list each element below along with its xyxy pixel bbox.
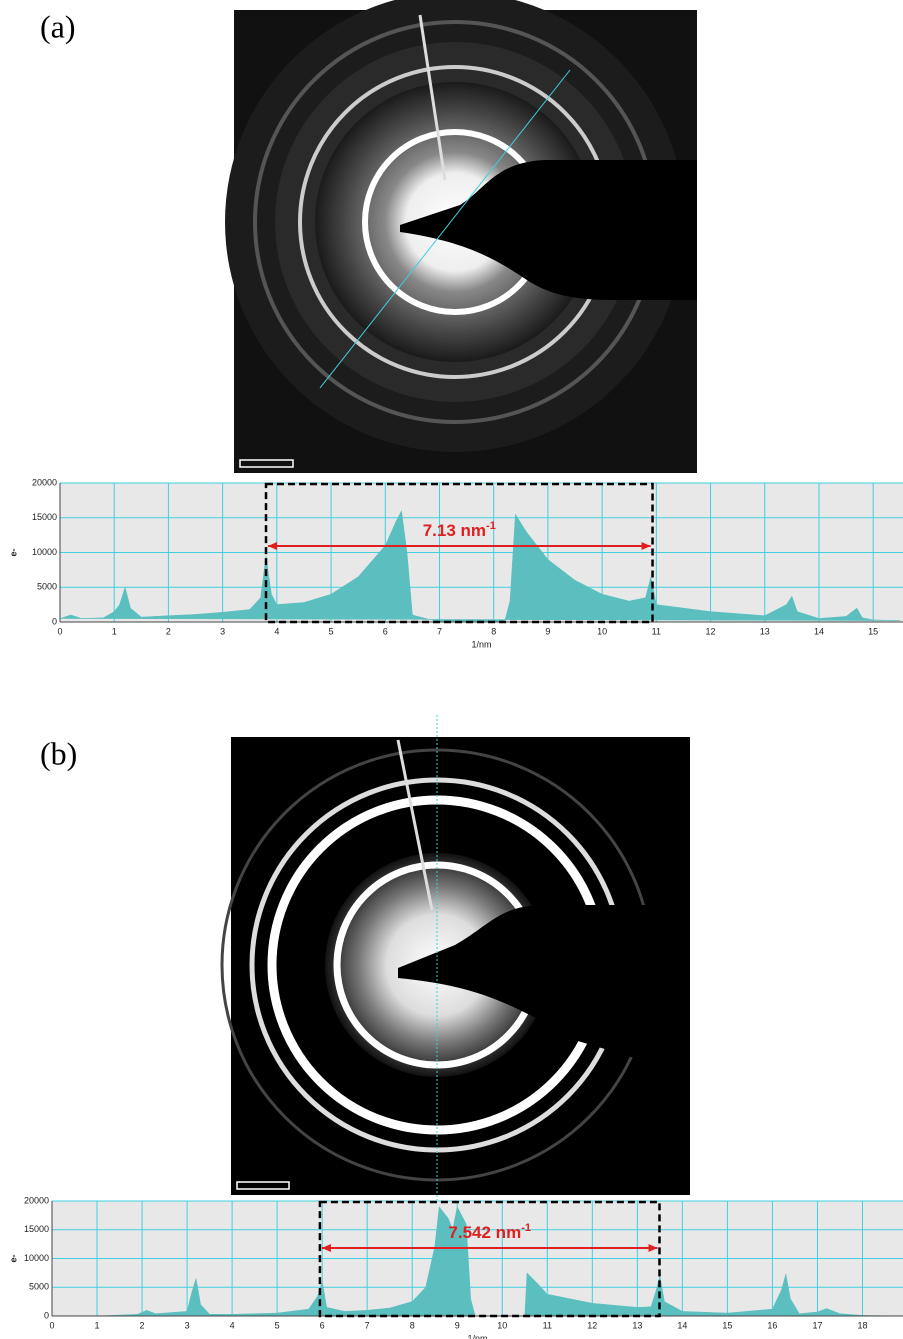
x-tick-label: 7 xyxy=(437,626,442,636)
x-tick-label: 3 xyxy=(185,1320,190,1330)
x-tick-label: 9 xyxy=(455,1320,460,1330)
x-tick-label: 7 xyxy=(365,1320,370,1330)
x-tick-label: 13 xyxy=(760,626,770,636)
profile-area xyxy=(59,509,901,623)
x-tick-label: 16 xyxy=(767,1320,777,1330)
y-tick-label: 15000 xyxy=(24,1224,49,1234)
x-tick-label: 12 xyxy=(587,1320,597,1330)
x-tick-label: 15 xyxy=(868,626,878,636)
x-tick-label: 10 xyxy=(497,1320,507,1330)
x-tick-label: 18 xyxy=(857,1320,867,1330)
y-axis-label: e- xyxy=(8,548,18,556)
panel-label: (b) xyxy=(40,735,77,771)
x-tick-label: 8 xyxy=(491,626,496,636)
y-tick-label: 5000 xyxy=(29,1282,49,1292)
range-annotation: 7.542 nm-1 xyxy=(448,1222,531,1243)
x-tick-label: 0 xyxy=(49,1320,54,1330)
x-tick-label: 1 xyxy=(95,1320,100,1330)
profile-area xyxy=(52,1206,903,1317)
y-tick-label: 0 xyxy=(52,616,57,626)
x-tick-label: 10 xyxy=(597,626,607,636)
x-tick-label: 13 xyxy=(632,1320,642,1330)
annotation-sup: -1 xyxy=(521,1222,531,1234)
x-tick-label: 15 xyxy=(722,1320,732,1330)
x-tick-label: 17 xyxy=(812,1320,822,1330)
y-tick-label: 15000 xyxy=(32,512,57,522)
y-tick-label: 10000 xyxy=(24,1253,49,1263)
diffraction-image-b xyxy=(220,715,690,1200)
x-tick-label: 14 xyxy=(677,1320,687,1330)
x-tick-label: 5 xyxy=(329,626,334,636)
x-tick-label: 2 xyxy=(140,1320,145,1330)
x-tick-label: 4 xyxy=(230,1320,235,1330)
annotation-sup: -1 xyxy=(486,520,496,532)
annotation-text: 7.542 nm xyxy=(448,1223,521,1242)
y-tick-label: 5000 xyxy=(37,582,57,592)
x-tick-label: 5 xyxy=(275,1320,280,1330)
x-tick-label: 9 xyxy=(545,626,550,636)
panel-label: (a) xyxy=(40,8,76,44)
x-tick-label: 0 xyxy=(57,626,62,636)
x-axis-label: 1/nm xyxy=(467,1333,487,1339)
y-tick-label: 20000 xyxy=(32,477,57,487)
range-box xyxy=(264,482,654,624)
range-annotation: 7.13 nm-1 xyxy=(423,520,496,541)
x-tick-label: 14 xyxy=(814,626,824,636)
x-tick-label: 12 xyxy=(706,626,716,636)
annotation-text: 7.13 nm xyxy=(423,521,486,540)
x-axis-label: 1/nm xyxy=(471,639,491,649)
x-tick-label: 6 xyxy=(383,626,388,636)
x-tick-label: 8 xyxy=(410,1320,415,1330)
x-tick-label: 6 xyxy=(320,1320,325,1330)
y-axis-label: e- xyxy=(8,1254,18,1262)
y-tick-label: 0 xyxy=(44,1310,49,1320)
x-tick-label: 11 xyxy=(543,1320,552,1330)
y-tick-label: 10000 xyxy=(32,547,57,557)
x-tick-label: 11 xyxy=(652,626,661,636)
range-box xyxy=(318,1200,661,1318)
x-tick-label: 4 xyxy=(274,626,279,636)
x-tick-label: 2 xyxy=(166,626,171,636)
diffraction-image-a xyxy=(225,0,697,473)
x-tick-label: 3 xyxy=(220,626,225,636)
x-tick-label: 1 xyxy=(112,626,117,636)
y-tick-label: 20000 xyxy=(24,1195,49,1205)
